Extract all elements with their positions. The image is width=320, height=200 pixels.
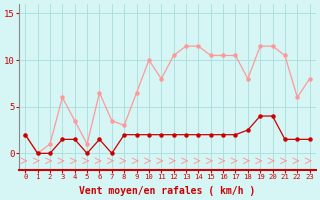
X-axis label: Vent moyen/en rafales ( km/h ): Vent moyen/en rafales ( km/h ) bbox=[79, 186, 256, 196]
